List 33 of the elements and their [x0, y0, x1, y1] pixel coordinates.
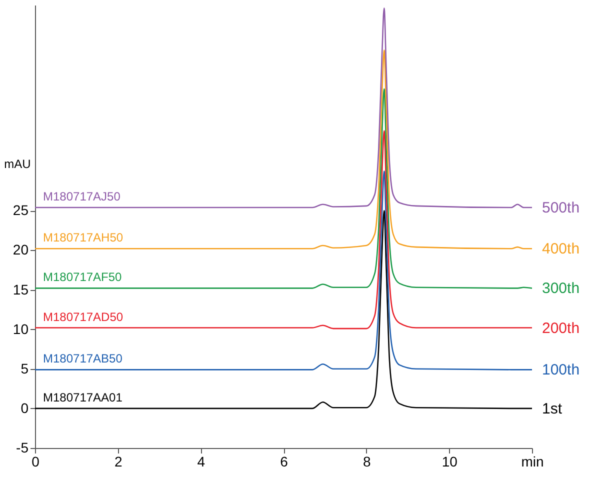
y-tick-label: 25 — [12, 202, 29, 218]
y-tick-label: 20 — [12, 242, 29, 258]
series-label: M180717AA01 — [43, 390, 123, 404]
text: 300th — [542, 280, 580, 298]
series-label: M180717AH50 — [43, 230, 124, 245]
y-tick-label: 15 — [12, 281, 29, 298]
series-label: M180717AF50 — [43, 270, 122, 284]
text: 400th — [542, 240, 580, 258]
y-tick-label: 10 — [12, 320, 29, 337]
line-series — [35, 49, 532, 250]
x-tick-label: 2 — [114, 454, 122, 470]
text: 200th — [542, 320, 580, 337]
y-axis-title: mAU — [4, 157, 31, 172]
series-label: M180717AJ50 — [43, 190, 121, 204]
x-tick-label: 4 — [197, 454, 206, 470]
line-series — [35, 210, 532, 410]
text: 1st — [542, 400, 563, 418]
y-tick-label: -5 — [16, 440, 29, 456]
line-series — [35, 170, 532, 370]
series-label: M180717AB50 — [43, 352, 123, 366]
y-tick-label: 0 — [20, 400, 29, 416]
text: 500th — [542, 200, 580, 217]
series-label: M180717AD50 — [43, 310, 124, 324]
y-tick-label: 5 — [20, 360, 29, 376]
text: 100th — [542, 362, 580, 379]
x-tick-label: 6 — [280, 454, 288, 470]
x-tick-label: min — [521, 454, 544, 470]
x-tick-label: 8 — [362, 454, 371, 470]
line-series — [35, 130, 532, 330]
line-series — [35, 88, 532, 289]
x-tick-label: 10 — [442, 454, 458, 470]
line-series — [35, 8, 532, 208]
x-tick-label: 0 — [32, 454, 40, 470]
